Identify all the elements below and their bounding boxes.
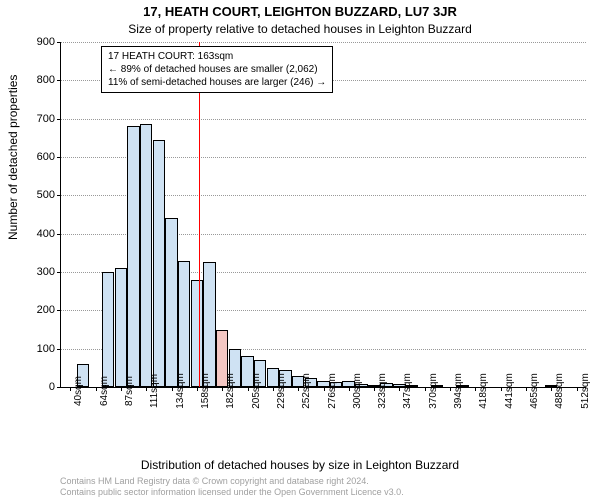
xtick-label: 370sqm: [428, 373, 439, 409]
title-main: 17, HEATH COURT, LEIGHTON BUZZARD, LU7 3…: [0, 4, 600, 19]
xtick-label: 205sqm: [251, 373, 262, 409]
xtick-label: 394sqm: [453, 373, 464, 409]
xtick-mark: [273, 387, 274, 391]
ytick-mark: [57, 157, 61, 158]
xtick-label: 87sqm: [124, 376, 135, 406]
reference-line: [199, 42, 200, 387]
plot-area: 010020030040050060070080090040sqm64sqm87…: [60, 42, 586, 388]
ytick-label: 900: [37, 36, 55, 48]
xtick-label: 323sqm: [377, 373, 388, 409]
xtick-label: 512sqm: [580, 373, 591, 409]
chart-container: 17, HEATH COURT, LEIGHTON BUZZARD, LU7 3…: [0, 0, 600, 500]
gridline: [61, 119, 586, 121]
xtick-mark: [146, 387, 147, 391]
annotation-line-1: 17 HEATH COURT: 163sqm: [108, 50, 326, 63]
xtick-label: 252sqm: [301, 373, 312, 409]
histogram-bar: [140, 124, 152, 387]
ytick-mark: [57, 234, 61, 235]
xtick-mark: [222, 387, 223, 391]
ytick-mark: [57, 310, 61, 311]
xtick-mark: [450, 387, 451, 391]
ytick-mark: [57, 272, 61, 273]
xtick-mark: [298, 387, 299, 391]
ytick-mark: [57, 387, 61, 388]
xtick-mark: [121, 387, 122, 391]
xtick-mark: [577, 387, 578, 391]
histogram-bar: [102, 272, 114, 387]
histogram-bar: [115, 268, 127, 387]
histogram-bar: [153, 140, 165, 387]
ytick-mark: [57, 42, 61, 43]
annotation-line-2: ← 89% of detached houses are smaller (2,…: [108, 63, 326, 76]
histogram-bar: [178, 261, 190, 388]
xtick-label: 488sqm: [554, 373, 565, 409]
ytick-label: 600: [37, 151, 55, 163]
xtick-label: 64sqm: [99, 376, 110, 406]
ytick-label: 500: [37, 189, 55, 201]
histogram-bar: [191, 280, 203, 387]
footer-line-2: Contains public sector information licen…: [60, 487, 404, 498]
xtick-mark: [374, 387, 375, 391]
ytick-mark: [57, 349, 61, 350]
xtick-mark: [96, 387, 97, 391]
histogram-bar: [127, 126, 139, 387]
xtick-mark: [526, 387, 527, 391]
xtick-mark: [324, 387, 325, 391]
xtick-mark: [70, 387, 71, 391]
ytick-label: 100: [37, 343, 55, 355]
xtick-label: 300sqm: [352, 373, 363, 409]
gridline: [61, 42, 586, 44]
histogram-bar: [165, 218, 177, 387]
xtick-mark: [551, 387, 552, 391]
xtick-label: 182sqm: [225, 373, 236, 409]
xtick-label: 347sqm: [402, 373, 413, 409]
ytick-label: 300: [37, 266, 55, 278]
ytick-mark: [57, 195, 61, 196]
xtick-mark: [399, 387, 400, 391]
annotation-line-3: 11% of semi-detached houses are larger (…: [108, 76, 326, 89]
annotation-box: 17 HEATH COURT: 163sqm ← 89% of detached…: [101, 46, 333, 93]
ytick-label: 0: [49, 381, 55, 393]
xtick-label: 158sqm: [200, 373, 211, 409]
histogram-bar: [203, 262, 215, 387]
xtick-mark: [501, 387, 502, 391]
ytick-label: 200: [37, 304, 55, 316]
x-axis-label: Distribution of detached houses by size …: [0, 458, 600, 472]
ytick-label: 700: [37, 113, 55, 125]
footer-attribution: Contains HM Land Registry data © Crown c…: [60, 476, 404, 498]
xtick-mark: [349, 387, 350, 391]
title-sub: Size of property relative to detached ho…: [0, 22, 600, 36]
xtick-mark: [475, 387, 476, 391]
ytick-label: 800: [37, 74, 55, 86]
xtick-label: 441sqm: [504, 373, 515, 409]
xtick-label: 40sqm: [73, 376, 84, 406]
xtick-label: 134sqm: [175, 373, 186, 409]
footer-line-1: Contains HM Land Registry data © Crown c…: [60, 476, 404, 487]
xtick-label: 229sqm: [276, 373, 287, 409]
xtick-label: 418sqm: [478, 373, 489, 409]
ytick-label: 400: [37, 228, 55, 240]
xtick-label: 465sqm: [529, 373, 540, 409]
ytick-mark: [57, 119, 61, 120]
xtick-mark: [197, 387, 198, 391]
xtick-label: 276sqm: [327, 373, 338, 409]
ytick-mark: [57, 80, 61, 81]
y-axis-label: Number of detached properties: [6, 75, 20, 240]
xtick-label: 111sqm: [149, 374, 160, 408]
xtick-mark: [425, 387, 426, 391]
xtick-mark: [248, 387, 249, 391]
xtick-mark: [172, 387, 173, 391]
